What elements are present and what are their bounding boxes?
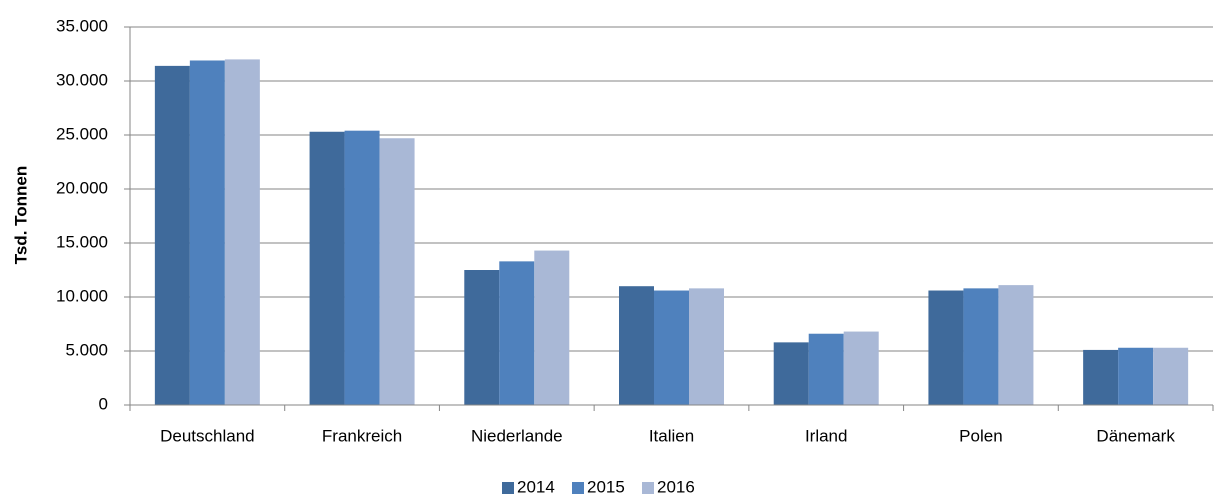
y-tick-label: 10.000 <box>56 286 108 305</box>
bar <box>224 59 260 406</box>
x-tick-label: Niederlande <box>471 426 563 445</box>
bar <box>928 290 964 405</box>
legend-swatch <box>502 482 514 494</box>
bar <box>843 331 879 405</box>
legend-label: 2016 <box>657 477 695 496</box>
x-tick-label: Polen <box>959 426 1002 445</box>
bar <box>654 290 689 405</box>
bar <box>379 138 415 406</box>
y-tick-label: 35.000 <box>56 16 108 35</box>
bar <box>689 288 724 405</box>
y-tick-label: 30.000 <box>56 70 108 89</box>
legend-label: 2015 <box>587 477 625 496</box>
bar <box>534 250 570 405</box>
bar <box>808 333 844 405</box>
y-tick-label: 5.000 <box>65 340 108 359</box>
x-tick-label: Dänemark <box>1096 426 1175 445</box>
bar <box>154 65 190 405</box>
bar <box>1083 349 1119 405</box>
bar <box>998 285 1034 405</box>
y-tick-label: 15.000 <box>56 232 108 251</box>
bar <box>464 270 500 405</box>
bar <box>963 288 999 405</box>
y-axis-label: Tsd. Tonnen <box>11 166 30 265</box>
y-tick-label: 20.000 <box>56 178 108 197</box>
y-tick-label: 0 <box>99 394 108 413</box>
x-tick-label: Deutschland <box>160 426 255 445</box>
x-tick-label: Frankreich <box>322 426 402 445</box>
bar <box>773 342 809 405</box>
bar <box>1118 347 1154 405</box>
bar <box>1153 347 1189 405</box>
x-tick-label: Italien <box>649 426 694 445</box>
legend-swatch <box>642 482 654 494</box>
bar <box>189 60 225 405</box>
bar <box>309 131 345 405</box>
x-tick-label: Irland <box>805 426 848 445</box>
legend-swatch <box>572 482 584 494</box>
bar <box>344 130 380 405</box>
bar <box>619 286 654 405</box>
legend-label: 2014 <box>517 477 555 496</box>
bar <box>499 261 535 405</box>
y-tick-label: 25.000 <box>56 124 108 143</box>
